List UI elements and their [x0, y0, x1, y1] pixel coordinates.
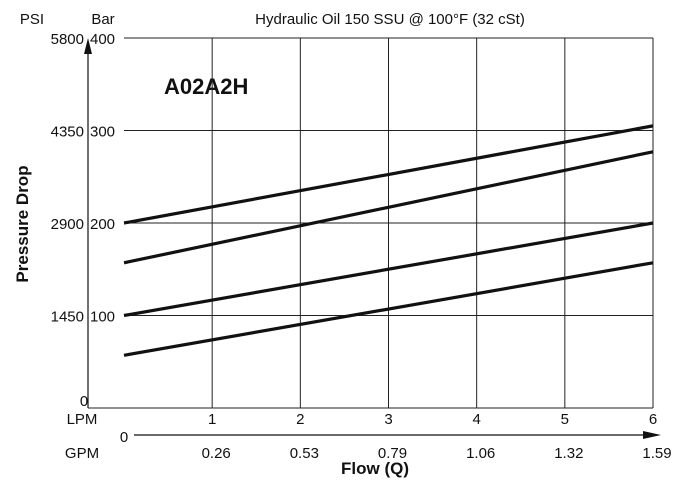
x-tick-label-gpm: 0.26: [202, 445, 231, 462]
y-tick-label-psi: 4350: [51, 124, 84, 141]
y-unit-bar-label: Bar: [91, 11, 114, 28]
y-tick-label-psi: 0: [80, 393, 88, 410]
x-axis-arrow: [643, 431, 661, 439]
x-tick-label-gpm: 1.06: [466, 445, 495, 462]
y-tick-label-psi: 1450: [51, 309, 84, 326]
model-label: A02A2H: [164, 74, 248, 99]
x-tick-label-lpm: 5: [561, 411, 569, 428]
x-unit-gpm-label: GPM: [65, 445, 99, 462]
series-line: [123, 124, 654, 225]
y-tick-label-bar: 100: [90, 309, 115, 326]
series-line: [123, 221, 654, 318]
x-origin-label: 0: [120, 429, 128, 446]
x-tick-label-lpm: 1: [208, 411, 216, 428]
y-tick-label-psi: 5800: [51, 31, 84, 48]
x-axis-title: Flow (Q): [341, 459, 409, 478]
x-tick-label-gpm: 0.79: [378, 445, 407, 462]
y-axis-arrow: [84, 38, 92, 54]
x-tick-label-gpm: 0.53: [290, 445, 319, 462]
x-tick-label-gpm: 1.32: [554, 445, 583, 462]
y-unit-psi-label: PSI: [20, 11, 44, 28]
y-tick-label-psi: 2900: [51, 216, 84, 233]
series-line: [123, 150, 654, 265]
y-tick-label-bar: 200: [90, 216, 115, 233]
x-tick-label-lpm: 2: [296, 411, 304, 428]
x-tick-label-lpm: 4: [472, 411, 480, 428]
y-tick-label-bar: 300: [90, 124, 115, 141]
y-tick-label-bar: 400: [90, 31, 115, 48]
y-axis-title: Pressure Drop: [13, 165, 32, 282]
x-unit-lpm-label: LPM: [67, 411, 98, 428]
series-line: [123, 261, 654, 357]
x-tick-label-lpm: 3: [384, 411, 392, 428]
chart-title: Hydraulic Oil 150 SSU @ 100°F (32 cSt): [255, 11, 525, 28]
x-tick-label-gpm: 1.59: [642, 445, 671, 462]
x-tick-label-lpm: 6: [649, 411, 657, 428]
